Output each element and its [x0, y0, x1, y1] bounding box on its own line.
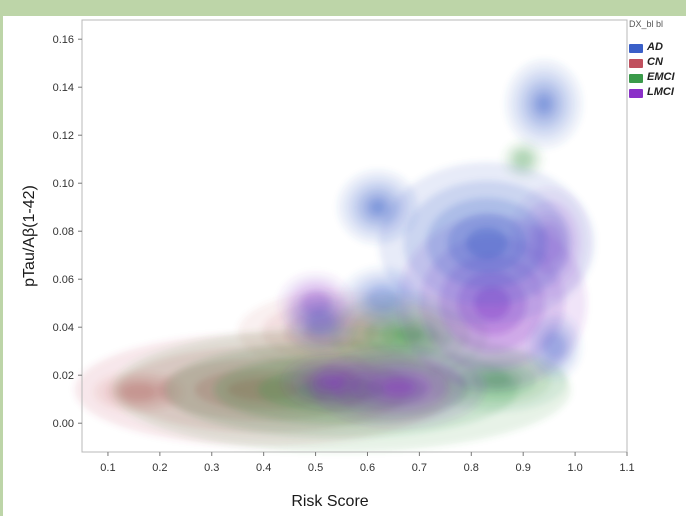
legend-swatch-lmci — [629, 89, 643, 98]
x-tick-label: 0.7 — [412, 462, 427, 474]
y-tick-label: 0.04 — [53, 322, 74, 334]
legend-title: DX_bl bl — [629, 19, 664, 29]
density-contour-lmci — [321, 377, 341, 388]
x-tick-label: 0.6 — [360, 462, 375, 474]
x-tick-label: 0.5 — [308, 462, 323, 474]
legend: DX_bl bl AD CN EMCI LMCI — [627, 19, 686, 119]
density-contour-ad — [466, 227, 508, 259]
y-tick-label: 0.08 — [53, 226, 74, 238]
window-left-border — [0, 0, 3, 516]
density-contour-lmci — [381, 379, 416, 395]
y-tick-label: 0.02 — [53, 370, 74, 382]
y-tick-label: 0.10 — [53, 178, 74, 190]
density-series-ad — [284, 59, 595, 380]
y-tick-label: 0.12 — [53, 130, 74, 142]
legend-label-ad: AD — [647, 41, 663, 53]
legend-swatch-emci — [629, 74, 643, 83]
legend-label-emci: EMCI — [647, 71, 675, 83]
x-tick-label: 0.9 — [516, 462, 531, 474]
x-tick-label: 1.0 — [567, 462, 582, 474]
plot-border — [81, 19, 628, 453]
density-layer — [74, 59, 595, 452]
y-tick-label: 0.16 — [53, 34, 74, 46]
density-contour-emci — [515, 152, 531, 167]
x-axis: 0.1 0.2 0.3 0.4 0.5 0.6 0.7 0.8 0.9 1.0 1.1 — [100, 452, 635, 474]
legend-label-cn: CN — [647, 56, 663, 68]
density-contour-ad — [536, 95, 552, 113]
legend-swatch-cn — [629, 59, 643, 68]
x-tick-label: 0.3 — [204, 462, 219, 474]
density-contour-ad — [370, 200, 386, 215]
y-axis-title: pTau/Aβ(1-42) — [21, 185, 38, 287]
y-axis: 0.00 0.02 0.04 0.06 0.08 0.10 0.12 0.14 0.16 — [53, 34, 82, 430]
density-contour-ad — [544, 334, 565, 359]
legend-swatch-ad — [629, 44, 643, 53]
x-tick-label: 0.8 — [464, 462, 479, 474]
legend-label-lmci: LMCI — [647, 86, 674, 98]
x-tick-label: 0.4 — [256, 462, 271, 474]
y-tick-label: 0.06 — [53, 274, 74, 286]
density-contour-ad — [307, 311, 334, 334]
density-contour-ad — [367, 286, 399, 310]
window-top-border — [0, 0, 686, 16]
x-axis-title: Risk Score — [291, 493, 368, 510]
y-tick-label: 0.14 — [53, 82, 74, 94]
x-tick-label: 1.1 — [619, 462, 634, 474]
x-tick-label: 0.1 — [100, 462, 115, 474]
x-tick-label: 0.2 — [152, 462, 167, 474]
y-tick-label: 0.00 — [53, 418, 74, 430]
